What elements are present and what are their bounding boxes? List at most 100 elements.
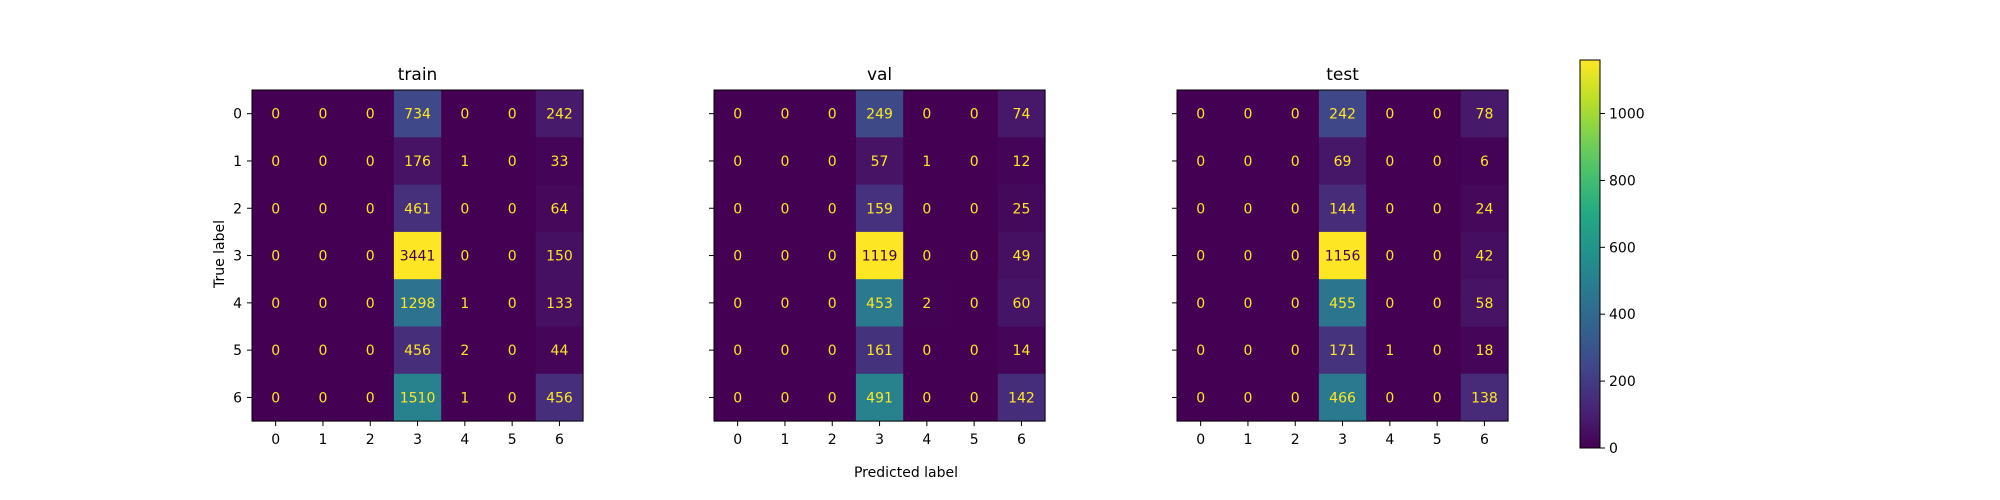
cell-value-label: 144 xyxy=(1329,201,1356,217)
heatmap-cell xyxy=(808,326,857,375)
cell-value-label: 0 xyxy=(733,154,742,170)
heatmap-cell xyxy=(535,326,584,375)
heatmap-cell xyxy=(855,373,904,422)
cell-value-label: 0 xyxy=(318,296,327,312)
cell-value-label: 0 xyxy=(970,107,979,123)
cell-value-label: 138 xyxy=(1471,390,1498,406)
cell-value-label: 1 xyxy=(460,296,469,312)
heatmap-cell xyxy=(1318,184,1367,233)
panel-val: 0 0 0 249 0 0 740 0 0 57 1 0 120 0 0 159 0 0 250 0 0 1119 0 0 49… xyxy=(709,65,1046,448)
cell-value-label: 1510 xyxy=(400,390,436,406)
cell-value-label: 0 xyxy=(828,249,837,265)
heatmap-cell xyxy=(761,184,809,233)
cell-value-label: 0 xyxy=(271,154,280,170)
cell-value-label: 42 xyxy=(1476,249,1494,265)
heatmap-cell xyxy=(714,90,762,138)
cell-value-label: 455 xyxy=(1329,296,1356,312)
heatmap-cell xyxy=(903,231,951,280)
cell-value-label: 0 xyxy=(366,201,375,217)
y-tick-label: 3 xyxy=(233,249,242,265)
colorbar-tick-label: 1000 xyxy=(1609,107,1645,123)
cell-value-label: 0 xyxy=(318,390,327,406)
heatmap-cell xyxy=(535,373,584,422)
heatmap-cell xyxy=(903,137,951,185)
heatmap-cell xyxy=(950,326,999,375)
cell-value-label: 69 xyxy=(1334,154,1352,170)
heatmap-cell xyxy=(252,184,300,233)
y-tick-label: 5 xyxy=(233,343,242,359)
x-tick-label: 0 xyxy=(733,432,742,448)
heatmap-cell xyxy=(441,326,489,375)
cell-value-label: 461 xyxy=(404,201,431,217)
heatmap-cell xyxy=(1318,373,1367,422)
cell-value-label: 1 xyxy=(1385,343,1394,359)
heatmap-cell xyxy=(1224,184,1272,233)
heatmap-cell xyxy=(393,184,442,233)
cell-value-label: 0 xyxy=(271,296,280,312)
heatmap-cell xyxy=(488,326,537,375)
cell-value-label: 456 xyxy=(404,343,431,359)
heatmap-cell xyxy=(299,373,347,422)
cell-value-label: 0 xyxy=(1243,201,1252,217)
x-tick-label: 1 xyxy=(318,432,327,448)
heatmap-cell xyxy=(997,279,1046,327)
cell-value-label: 161 xyxy=(866,343,893,359)
x-axis-label: Predicted label xyxy=(854,465,958,481)
heatmap-cell xyxy=(950,90,999,138)
cell-value-label: 0 xyxy=(1196,249,1205,265)
cell-value-label: 0 xyxy=(780,154,789,170)
cell-value-label: 0 xyxy=(508,154,517,170)
heatmap-cell xyxy=(252,231,300,280)
heatmap-cell xyxy=(1271,326,1320,375)
x-tick-label: 6 xyxy=(555,432,564,448)
heatmap-cell xyxy=(488,231,537,280)
cell-value-label: 0 xyxy=(1433,201,1442,217)
heatmap-cell xyxy=(1460,137,1509,185)
heatmap-cell xyxy=(299,326,347,375)
cell-value-label: 159 xyxy=(866,201,893,217)
cell-value-label: 60 xyxy=(1013,296,1031,312)
cell-value-label: 1156 xyxy=(1325,249,1361,265)
heatmap-cell xyxy=(488,90,537,138)
heatmap-cell xyxy=(1224,90,1272,138)
heatmap-cell xyxy=(488,279,537,327)
cell-value-label: 0 xyxy=(508,249,517,265)
heatmap-cell xyxy=(1460,90,1509,138)
cell-value-label: 6 xyxy=(1480,154,1489,170)
heatmap-cell xyxy=(1271,231,1320,280)
x-tick-label: 2 xyxy=(1291,432,1300,448)
cell-value-label: 0 xyxy=(1385,201,1394,217)
cell-value-label: 0 xyxy=(780,201,789,217)
cell-value-label: 1119 xyxy=(862,249,898,265)
heatmap-cell xyxy=(1177,231,1225,280)
heatmap-cell xyxy=(441,90,489,138)
cell-value-label: 142 xyxy=(1008,390,1035,406)
heatmap-cell xyxy=(1224,279,1272,327)
cell-value-label: 0 xyxy=(780,249,789,265)
x-tick-label: 5 xyxy=(970,432,979,448)
heatmap-cell xyxy=(488,184,537,233)
cell-value-label: 0 xyxy=(366,249,375,265)
heatmap-cell xyxy=(761,90,809,138)
heatmap-cell xyxy=(855,90,904,138)
cell-value-label: 0 xyxy=(780,390,789,406)
heatmap-cell xyxy=(252,373,300,422)
cell-value-label: 14 xyxy=(1013,343,1031,359)
heatmap-cell xyxy=(808,279,857,327)
cell-value-label: 0 xyxy=(1433,390,1442,406)
heatmap-cell xyxy=(393,326,442,375)
cell-value-label: 456 xyxy=(546,390,573,406)
x-tick-label: 4 xyxy=(922,432,931,448)
heatmap-cell xyxy=(1224,137,1272,185)
heatmap-cell xyxy=(714,231,762,280)
heatmap-cell xyxy=(950,184,999,233)
x-tick-label: 3 xyxy=(1338,432,1347,448)
cell-value-label: 0 xyxy=(1243,249,1252,265)
cell-value-label: 0 xyxy=(318,154,327,170)
heatmap-cell xyxy=(1271,90,1320,138)
cell-value-label: 176 xyxy=(404,154,431,170)
cell-value-label: 3441 xyxy=(400,249,436,265)
x-tick-label: 3 xyxy=(875,432,884,448)
cell-value-label: 734 xyxy=(404,107,431,123)
heatmap-cell xyxy=(997,90,1046,138)
